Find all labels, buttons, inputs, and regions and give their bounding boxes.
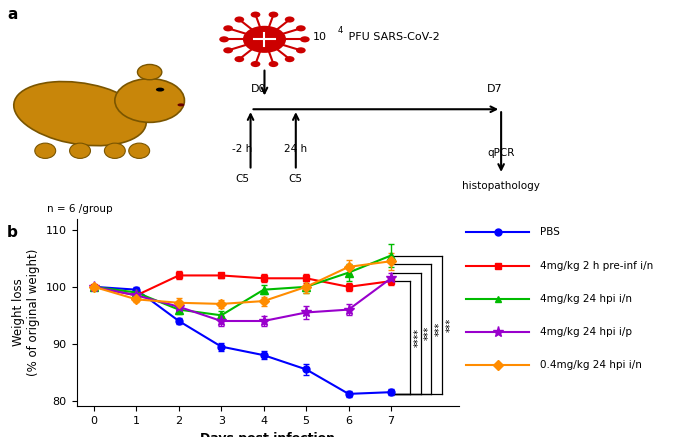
Text: D7: D7 — [487, 84, 503, 94]
Text: 0.4mg/kg 24 hpi i/n: 0.4mg/kg 24 hpi i/n — [540, 361, 642, 370]
Text: a: a — [7, 7, 17, 21]
Text: b: b — [7, 225, 18, 240]
Ellipse shape — [223, 47, 233, 53]
Text: histopathology: histopathology — [462, 181, 540, 191]
Text: 24 h: 24 h — [284, 144, 308, 153]
Ellipse shape — [251, 11, 260, 17]
Text: PBS: PBS — [540, 228, 560, 237]
Ellipse shape — [296, 47, 306, 53]
Text: PFU SARS-CoV-2: PFU SARS-CoV-2 — [345, 32, 439, 42]
Ellipse shape — [115, 79, 184, 122]
Ellipse shape — [138, 65, 162, 80]
Ellipse shape — [296, 25, 306, 31]
Ellipse shape — [300, 36, 310, 42]
Ellipse shape — [129, 143, 150, 158]
Ellipse shape — [156, 88, 164, 92]
X-axis label: Days post infection: Days post infection — [200, 432, 335, 437]
Text: ***: *** — [435, 322, 445, 336]
Ellipse shape — [235, 56, 244, 62]
Text: 4mg/kg 2 h pre-inf i/n: 4mg/kg 2 h pre-inf i/n — [540, 261, 653, 271]
Text: ***: *** — [424, 326, 434, 340]
Ellipse shape — [235, 17, 244, 23]
Text: ***: *** — [445, 318, 455, 332]
Ellipse shape — [70, 143, 90, 158]
Text: qPCR: qPCR — [487, 148, 515, 158]
Text: C5: C5 — [235, 174, 249, 184]
Ellipse shape — [251, 61, 260, 67]
Ellipse shape — [285, 56, 294, 62]
Ellipse shape — [269, 11, 278, 17]
Text: 4mg/kg 24 hpi i/n: 4mg/kg 24 hpi i/n — [540, 294, 632, 304]
Text: 4: 4 — [338, 26, 343, 35]
Text: 4mg/kg 24 hpi i/p: 4mg/kg 24 hpi i/p — [540, 327, 632, 337]
Ellipse shape — [219, 36, 229, 42]
Ellipse shape — [223, 25, 233, 31]
Text: -2 h: -2 h — [232, 144, 253, 153]
Text: D0: D0 — [251, 84, 266, 94]
Ellipse shape — [35, 143, 56, 158]
Ellipse shape — [285, 17, 294, 23]
Ellipse shape — [243, 26, 286, 53]
Ellipse shape — [104, 143, 125, 158]
Ellipse shape — [177, 104, 184, 106]
Text: C5: C5 — [289, 174, 303, 184]
Ellipse shape — [269, 61, 278, 67]
Text: n = 6 /group: n = 6 /group — [47, 204, 113, 214]
Ellipse shape — [14, 82, 146, 146]
Text: 10: 10 — [313, 32, 327, 42]
Text: ****: **** — [413, 328, 424, 347]
Y-axis label: Weight loss
(% of original weight): Weight loss (% of original weight) — [13, 249, 40, 376]
